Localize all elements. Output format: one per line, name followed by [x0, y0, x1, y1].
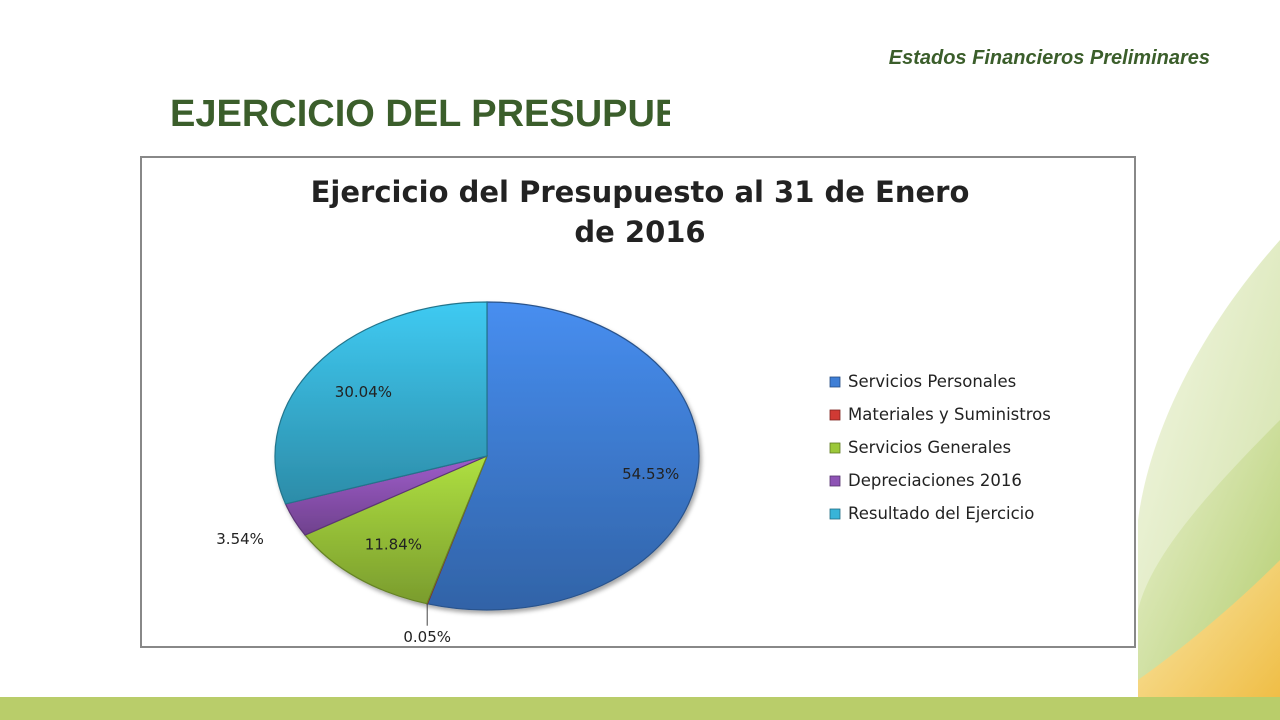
legend-label-4: Depreciaciones 2016 [848, 471, 1022, 490]
slide-title-container: EJERCICIO DEL PRESUPUESTO [170, 92, 670, 156]
pie-slice-1 [426, 301, 700, 611]
chart-title-line-2: de 2016 [574, 215, 705, 249]
legend-label-1: Servicios Personales [848, 372, 1016, 391]
legend-label-5: Resultado del Ejercicio [848, 504, 1034, 523]
pie-chart: Ejercicio del Presupuesto al 31 de Enero… [140, 156, 1136, 648]
data-label-1: 54.53% [622, 465, 679, 483]
legend-swatch-3 [829, 442, 841, 454]
chart-legend: Servicios Personales Materiales y Suminis… [829, 372, 1051, 523]
legend-swatch-5 [829, 508, 841, 520]
legend-label-2: Materiales y Suministros [848, 405, 1051, 424]
bottom-band [0, 697, 1280, 720]
pie-slice-5 [274, 301, 488, 505]
pie-chart-svg: Ejercicio del Presupuesto al 31 de Enero… [216, 175, 1051, 646]
legend-label-3: Servicios Generales [848, 438, 1011, 457]
data-label-2: 0.05% [403, 628, 451, 646]
data-label-5: 30.04% [335, 383, 392, 401]
header-subtitle: Estados Financieros Preliminares [888, 47, 1210, 69]
legend-swatch-1 [829, 376, 841, 388]
chart-title-line-1: Ejercicio del Presupuesto al 31 de Enero [311, 175, 970, 209]
data-label-3: 11.84% [365, 536, 422, 554]
data-label-4: 3.54% [216, 530, 264, 548]
pie-data-labels: 54.53% 0.05% 11.84% 3.54% 30.04% [216, 383, 679, 646]
pie-slices [274, 301, 700, 611]
pie-slice-3 [304, 454, 489, 605]
legend-swatch-4 [829, 475, 841, 487]
legend-swatch-2 [829, 409, 841, 421]
slide-title: EJERCICIO DEL PRESUPUESTO [170, 93, 670, 135]
